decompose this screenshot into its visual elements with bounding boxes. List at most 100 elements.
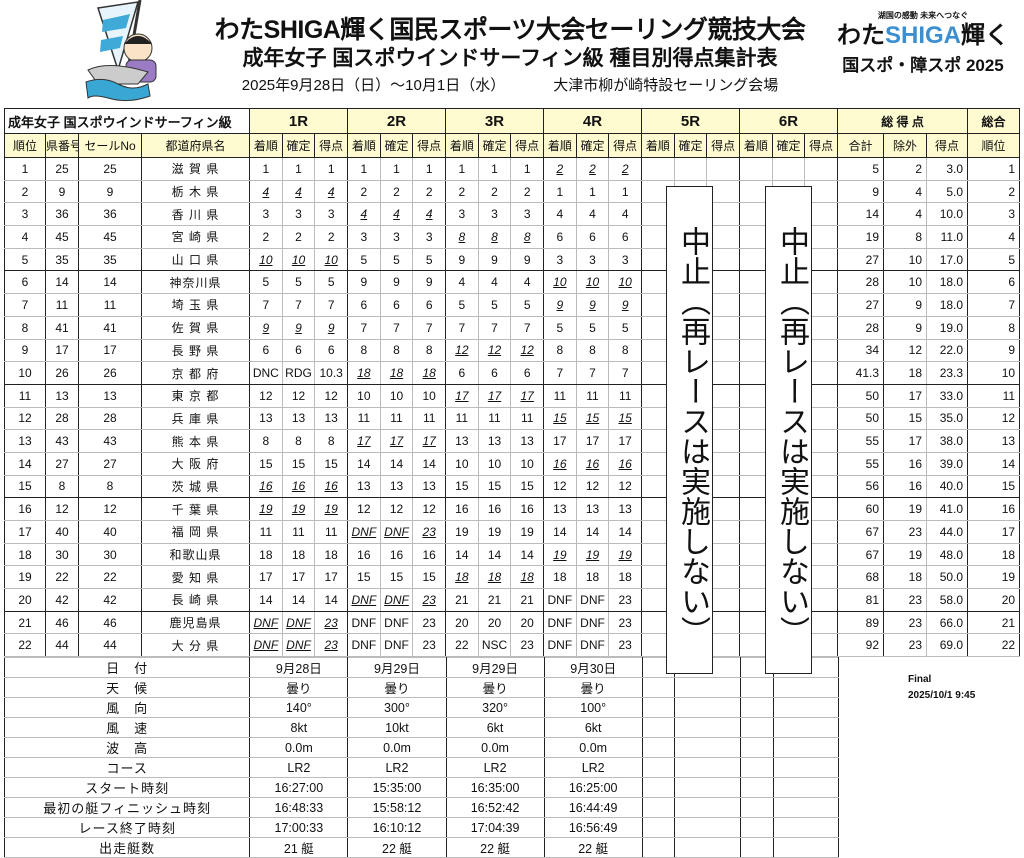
net-score-cell: 19.0 bbox=[926, 315, 969, 340]
race-4-cell: 11 bbox=[608, 383, 643, 408]
condition-value: 140° bbox=[249, 697, 349, 718]
prefecture-name-cell: 長 野 県 bbox=[140, 338, 251, 363]
condition-label: 出走艇数 bbox=[3, 837, 251, 858]
prefecture-name-cell: 香 川 県 bbox=[140, 202, 251, 227]
race-2-cell: 1 bbox=[412, 157, 447, 181]
race-4-cell: 8 bbox=[575, 338, 610, 363]
race-4-cell: 6 bbox=[608, 225, 643, 249]
excluded-cell: 17 bbox=[883, 383, 928, 408]
empty-cell bbox=[641, 837, 676, 858]
overall-rank-cell: 6 bbox=[967, 270, 1021, 295]
race-1-cell: 7 bbox=[314, 293, 349, 317]
condition-value: 0.0m bbox=[543, 737, 643, 758]
race-sub-header: 確定 bbox=[673, 133, 708, 158]
race-2-cell: 18 bbox=[379, 361, 414, 385]
discarded-score: 19 bbox=[324, 502, 338, 517]
race-conditions-table: 日 付 9月28日 9月29日 9月29日 9月30日天 候曇り 曇り 曇り 曇り風 向 140… bbox=[3, 657, 840, 858]
race-1-cell: 2 bbox=[249, 225, 283, 249]
race-3-cell: 17 bbox=[477, 383, 512, 408]
sail-number-cell: 22 bbox=[78, 565, 142, 590]
discarded-score: 16 bbox=[259, 479, 273, 494]
table-row: 15 8 8 茨 城 県 16 16 16 13 13 13 15 15 15 12 12 12 56 16 40.… bbox=[4, 474, 1021, 499]
condition-value: LR2 bbox=[249, 757, 349, 778]
race-1-cell: 11 bbox=[314, 520, 349, 544]
race-3-cell: 17 bbox=[445, 383, 479, 408]
condition-label: 天 候 bbox=[3, 677, 251, 698]
discarded-score: 19 bbox=[618, 547, 632, 562]
net-score-cell: 66.0 bbox=[926, 610, 969, 635]
condition-value: 100° bbox=[543, 697, 643, 718]
race-sub-header: 着順 bbox=[445, 133, 479, 158]
empty-cell bbox=[641, 697, 676, 718]
race-1-cell: 4 bbox=[281, 179, 316, 204]
excluded-cell: 2 bbox=[883, 157, 928, 181]
race-3-cell: 16 bbox=[510, 497, 545, 521]
race-4-cell: 10 bbox=[575, 270, 610, 295]
discarded-score: 9 bbox=[327, 320, 335, 335]
sail-number-cell: 44 bbox=[78, 633, 142, 658]
race-3-cell: 12 bbox=[510, 338, 545, 363]
column-header: 都道府県名 bbox=[140, 133, 251, 158]
condition-value: 曇り bbox=[249, 677, 349, 698]
header-row-columns: 順位 県番号 セールNo 都道府県名 着順 確定 得点 着順 確定 得点 着順 確定 得点 着順 確定 得点着… bbox=[4, 133, 1021, 158]
condition-value: 17:00:33 bbox=[249, 817, 349, 838]
class-subtitle: 成年女子 国スポウインドサーフィン級 種目別得点集計表 bbox=[242, 47, 778, 70]
empty-cell bbox=[641, 817, 676, 838]
event-info: 2025年9月28日（日）～10月1日（水） 大津市柳が崎特設セーリング会場 bbox=[200, 74, 820, 95]
rank-cell: 22 bbox=[4, 633, 46, 658]
logo-sub: 国スポ・障スポ 2025 bbox=[842, 56, 1004, 75]
race-3-cell: 22 bbox=[445, 633, 479, 658]
rank-cell: 13 bbox=[4, 429, 46, 453]
race-3-cell: 10 bbox=[510, 451, 545, 476]
condition-value: 9月29日 bbox=[445, 657, 545, 678]
net-score-cell: 22.0 bbox=[926, 338, 969, 363]
discarded-score: 18 bbox=[357, 366, 371, 381]
excluded-cell: 16 bbox=[883, 474, 928, 499]
sail-number-cell: 9 bbox=[78, 179, 142, 204]
condition-value: 16:35:00 bbox=[445, 777, 545, 798]
empty-cell bbox=[772, 797, 840, 818]
race-4-cell: 4 bbox=[575, 202, 610, 227]
prefecture-number-cell: 12 bbox=[45, 497, 79, 521]
excluded-cell: 4 bbox=[883, 202, 928, 227]
race-2-cell: 10 bbox=[379, 383, 414, 408]
race-3-cell: 21 bbox=[477, 588, 512, 612]
race-2-cell: 2 bbox=[379, 179, 414, 204]
race-2-cell: 5 bbox=[347, 247, 381, 272]
discarded-score: 17 bbox=[520, 388, 534, 403]
race-2-cell: 6 bbox=[347, 293, 381, 317]
race-1-cell: 16 bbox=[314, 474, 349, 499]
race-2-cell: 9 bbox=[412, 270, 447, 295]
condition-label: 波 高 bbox=[3, 737, 251, 758]
race-2-cell: DNF bbox=[347, 610, 381, 635]
sail-number-cell: 12 bbox=[78, 497, 142, 521]
race-1-cell: 4 bbox=[249, 179, 283, 204]
overall-sub-header: 順位 bbox=[967, 133, 1021, 158]
excluded-cell: 23 bbox=[883, 588, 928, 612]
table-row: 18 30 30 和歌山県 18 18 18 16 16 16 14 14 14 19 19 19 67 19 48… bbox=[4, 542, 1021, 567]
total-cell: 28 bbox=[837, 315, 885, 340]
condition-label: 最初の艇フィニッシュ時刻 bbox=[3, 797, 251, 818]
condition-value: 9月28日 bbox=[249, 657, 349, 678]
prefecture-number-cell: 36 bbox=[45, 202, 79, 227]
overall-rank-cell: 3 bbox=[967, 202, 1021, 227]
race-4-cell: 17 bbox=[543, 429, 577, 453]
race-3-cell: 11 bbox=[445, 406, 479, 431]
total-cell: 67 bbox=[837, 542, 885, 567]
empty-cell bbox=[641, 777, 676, 798]
race-sub-header: 確定 bbox=[771, 133, 806, 158]
event-title: わたSHIGA輝く国民スポーツ大会セーリング競技大会 bbox=[214, 16, 806, 44]
rank-cell: 15 bbox=[4, 474, 46, 499]
table-row: 19 22 22 愛 知 県 17 17 17 15 15 15 18 18 18 18 18 18 68 18 5… bbox=[4, 565, 1021, 590]
race-2-cell: 6 bbox=[379, 293, 414, 317]
results-table: 成年女子 国スポウインドサーフィン級 1R 2R 3R 4R 5R 6R 総 得 点総合 順位県… bbox=[3, 108, 1021, 658]
race-4-cell: 4 bbox=[543, 202, 577, 227]
empty-cell bbox=[674, 737, 741, 758]
race-4-cell: DNF bbox=[575, 588, 610, 612]
condition-value: 曇り bbox=[543, 677, 643, 698]
race-2-cell: 2 bbox=[412, 179, 447, 204]
race-2-cell: 18 bbox=[412, 361, 447, 385]
race-2-cell: 5 bbox=[379, 247, 414, 272]
sail-number-cell: 17 bbox=[78, 338, 142, 363]
condition-value: 16:27:00 bbox=[249, 777, 349, 798]
